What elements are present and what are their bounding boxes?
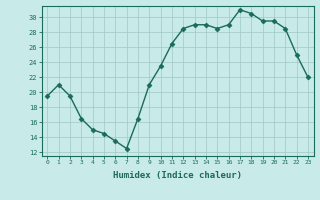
X-axis label: Humidex (Indice chaleur): Humidex (Indice chaleur) [113, 171, 242, 180]
